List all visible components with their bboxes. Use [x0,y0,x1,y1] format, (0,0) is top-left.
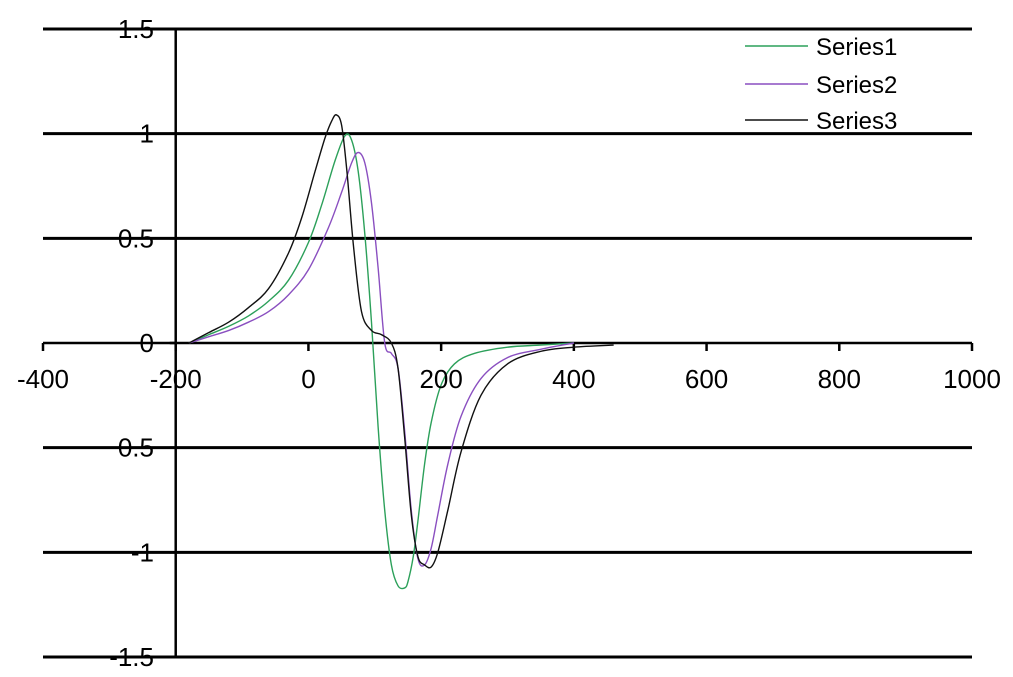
x-tick-label: 800 [818,364,861,394]
series-lines [188,114,614,590]
series-line-3 [188,114,614,569]
legend-label-2: Series2 [816,72,897,99]
y-tick-label: 0 [140,328,154,358]
legend-label-3: Series3 [816,108,897,135]
series-line-2 [188,151,574,567]
x-tick-label: 1000 [943,364,1001,394]
y-tick-label: 1 [140,119,154,149]
x-tick-label: 600 [685,364,728,394]
y-tick-label: 0.5 [118,223,154,253]
legend: Series1 Series2 Series3 [745,34,897,135]
tick-labels: -400 -200 0 200 400 600 800 1000 1.5 1 0.5 0 0.5 -1 -1… [17,14,1001,672]
legend-label-1: Series1 [816,34,897,61]
y-tick-label: 1.5 [118,14,154,44]
x-tick-label: 200 [419,364,462,394]
series-line-1 [188,133,574,590]
y-tick-label: -1.5 [109,642,154,672]
x-tick-label: 0 [301,364,315,394]
y-tick-label: 0.5 [118,433,154,463]
gridlines [43,27,972,659]
x-tick-label: -400 [17,364,69,394]
y-tick-label: -1 [131,537,154,567]
x-tick-label: 400 [552,364,595,394]
x-tick-label: -200 [150,364,202,394]
